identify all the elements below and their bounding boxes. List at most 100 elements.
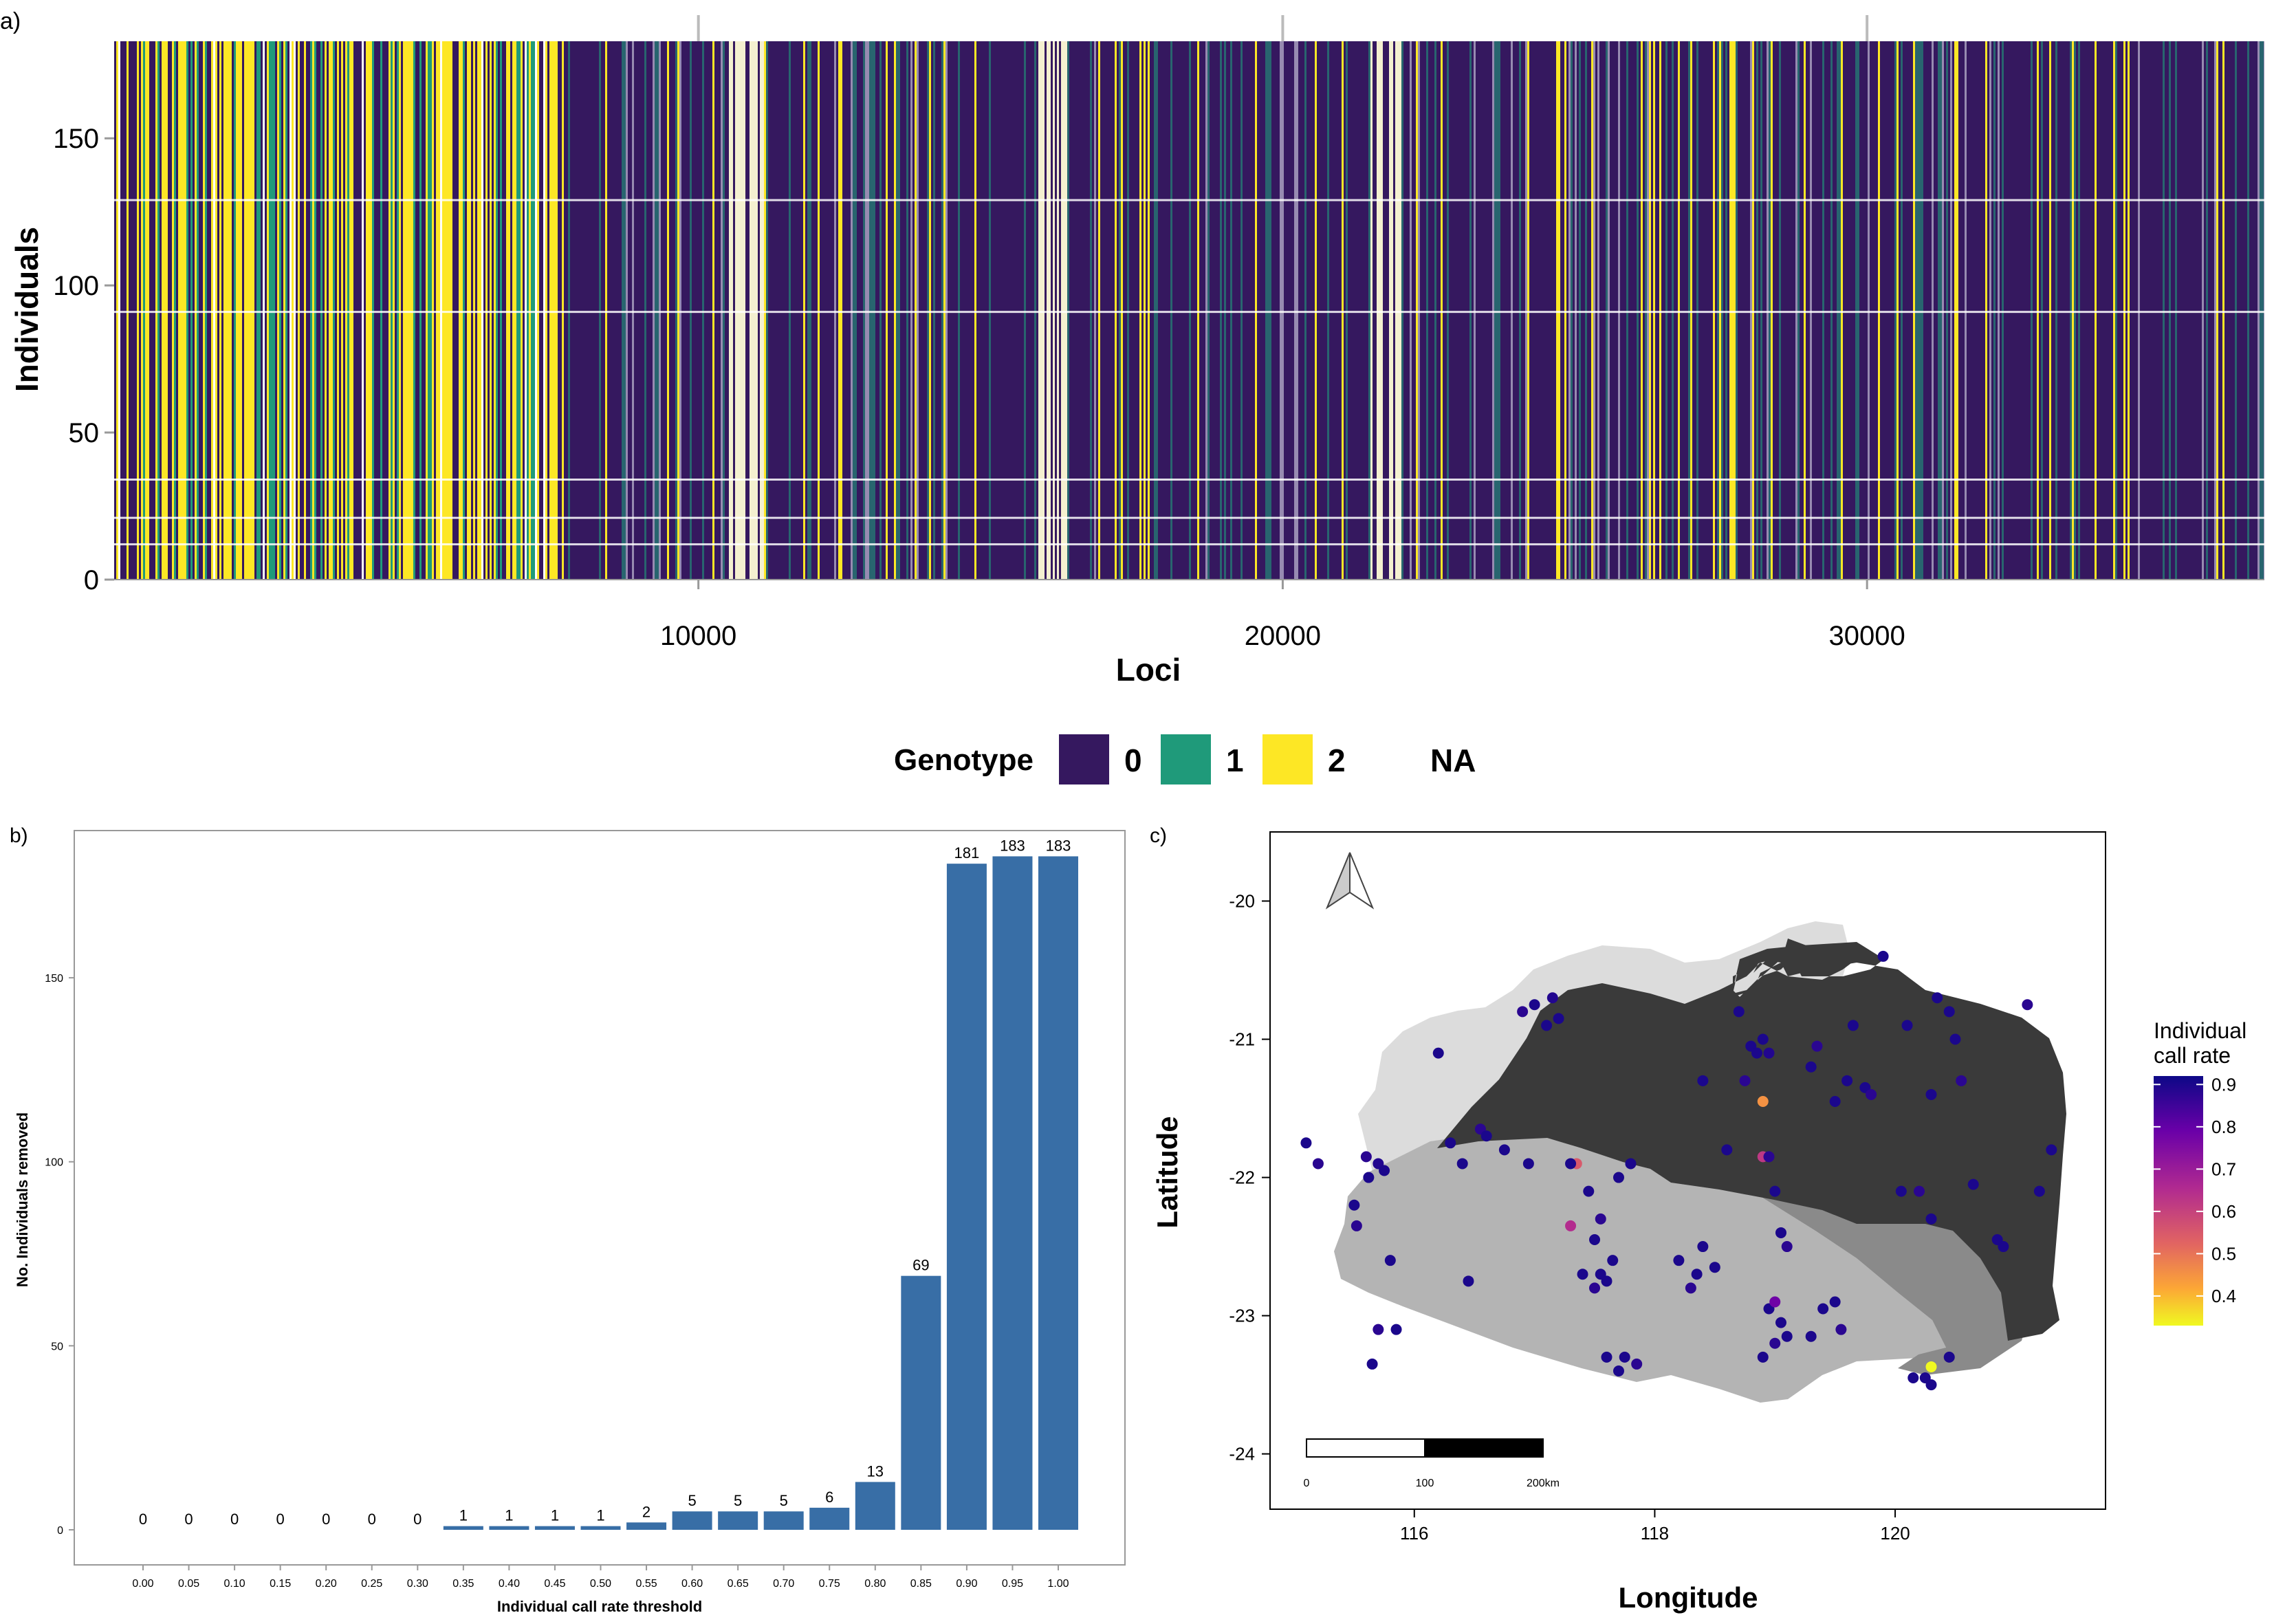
heatmap-locus-stripe [1090,41,1092,580]
heatmap-locus-stripe [1810,41,1812,580]
heatmap-locus-stripe [690,41,692,580]
bar-x-tick-label: 0.60 [681,1578,703,1590]
bar-value-label: 181 [954,844,980,862]
heatmap-locus-stripe [2257,41,2260,580]
heatmap-locus-stripe [1519,41,1521,580]
scale-bar-label-0: 0 [1304,1478,1310,1489]
heatmap-locus-stripe [1492,41,1494,580]
bar-x-tick-label: 0.65 [728,1578,749,1590]
heatmap-locus-stripe [1094,41,1096,580]
map-sample-point [1998,1241,2009,1253]
heatmap-locus-stripe [2002,41,2004,580]
bar-x-tick-label: 0.45 [544,1578,565,1590]
heatmap-locus-stripe [494,41,496,580]
heatmap-locus-stripe [1896,41,1899,580]
bar [626,1522,667,1530]
bar-x-tick-label: 0.95 [1002,1578,1023,1590]
heatmap-locus-stripe [320,41,322,580]
map-sample-point [1517,1006,1529,1018]
map-sample-point [1685,1282,1696,1294]
heatmap-locus-stripe [1494,41,1496,580]
heatmap-locus-stripe [500,41,502,580]
heatmap-locus-stripe [1894,41,1896,580]
bar-value-label: 69 [912,1257,929,1274]
heatmap-locus-stripe [1144,41,1146,580]
map-sample-point [1351,1220,1362,1231]
map-sample-point [1384,1255,1396,1266]
heatmap-locus-stripe [1597,41,1599,580]
call-rate-legend: Individual call rate 0.4 0.5 0.6 0.7 0.8 0.9 [2154,1018,2246,1326]
map-sample-point [1769,1185,1781,1197]
heatmap-locus-stripe [2235,41,2237,580]
map-sample-point [1763,1151,1775,1163]
heatmap-locus-stripe [345,41,347,580]
bar [672,1511,712,1530]
heatmap-locus-stripe [178,41,180,580]
map-sample-point [1925,1213,1937,1225]
heatmap-locus-stripe [1921,41,1923,580]
bar-value-label: 1 [596,1507,604,1524]
heatmap-locus-stripe [562,41,564,580]
map-sample-point [1612,1365,1624,1376]
heatmap-locus-stripe [463,41,465,580]
heatmap-locus-stripe [1568,41,1571,580]
heatmap-locus-stripe [1527,41,1529,580]
heatmap-locus-stripe [702,41,704,580]
map-sample-point [1697,1075,1709,1086]
map-sample-point [1847,1020,1859,1031]
heatmap-locus-stripe [803,41,805,580]
heatmap-locus-stripe [1606,41,1608,580]
heatmap-locus-stripe [1678,41,1680,580]
heatmap-locus-stripe [1822,41,1824,580]
map-sample-point [1925,1361,1937,1372]
heatmap-locus-stripe [118,41,120,580]
bar [946,864,987,1530]
heatmap-locus-stripe [197,41,199,580]
heatmap-locus-stripe [533,41,535,580]
heatmap-locus-stripe [1769,41,1771,580]
heatmap-locus-stripe [496,41,498,580]
map-sample-point [1781,1241,1793,1253]
heatmap-locus-stripe [1731,41,1734,580]
heatmap-locus-stripe [527,41,529,580]
heatmap-locus-stripe [1717,41,1719,580]
heatmap-locus-stripe [1779,41,1781,580]
heatmap-locus-stripe [1591,41,1593,580]
heatmap-locus-stripe [1426,41,1428,580]
heatmap-locus-stripe [1998,41,2000,580]
heatmap-locus-stripe [929,41,931,580]
heatmap-locus-stripe [442,41,444,580]
heatmap-locus-stripe [182,41,184,580]
heatmap-locus-stripe [1205,41,1207,580]
heatmap-locus-stripe [2163,41,2165,580]
heatmap-locus-stripe [1391,41,1393,580]
heatmap-locus-stripe [2128,41,2130,580]
heatmap-locus-stripe [426,41,428,580]
bar-x-tick-label: 0.70 [773,1578,794,1590]
heatmap-locus-stripe [867,41,869,580]
heatmap-locus-stripe [879,41,882,580]
bar-x-tick-label: 0.90 [956,1578,977,1590]
heatmap-locus-stripe [2175,41,2177,580]
heatmap-locus-stripe [137,41,139,580]
heatmap-locus-stripe [459,41,461,580]
heatmap-locus-stripe [894,41,896,580]
legend-key-2 [1262,734,1313,784]
heatmap-locus-stripe [1042,41,1045,580]
map-sample-point [1529,999,1540,1011]
map-sample-point [1541,1020,1553,1031]
map-sample-point [1757,1033,1769,1045]
map-sample-point [1763,1047,1775,1059]
map-sample-point [2033,1185,2045,1197]
heatmap-locus-stripe [413,41,415,580]
heatmap-locus-stripe [521,41,523,580]
heatmap-locus-stripe [729,41,731,580]
bar-x-tick-label: 0.15 [270,1578,291,1590]
bar-value-label: 1 [551,1507,559,1524]
heatmap-locus-stripe [2214,41,2216,580]
heatmap-locus-stripe [1154,41,1156,580]
bar [489,1526,529,1530]
heatmap-locus-stripe [512,41,514,580]
panel-label-b: b) [10,824,28,847]
map-sample-point [1697,1241,1709,1253]
